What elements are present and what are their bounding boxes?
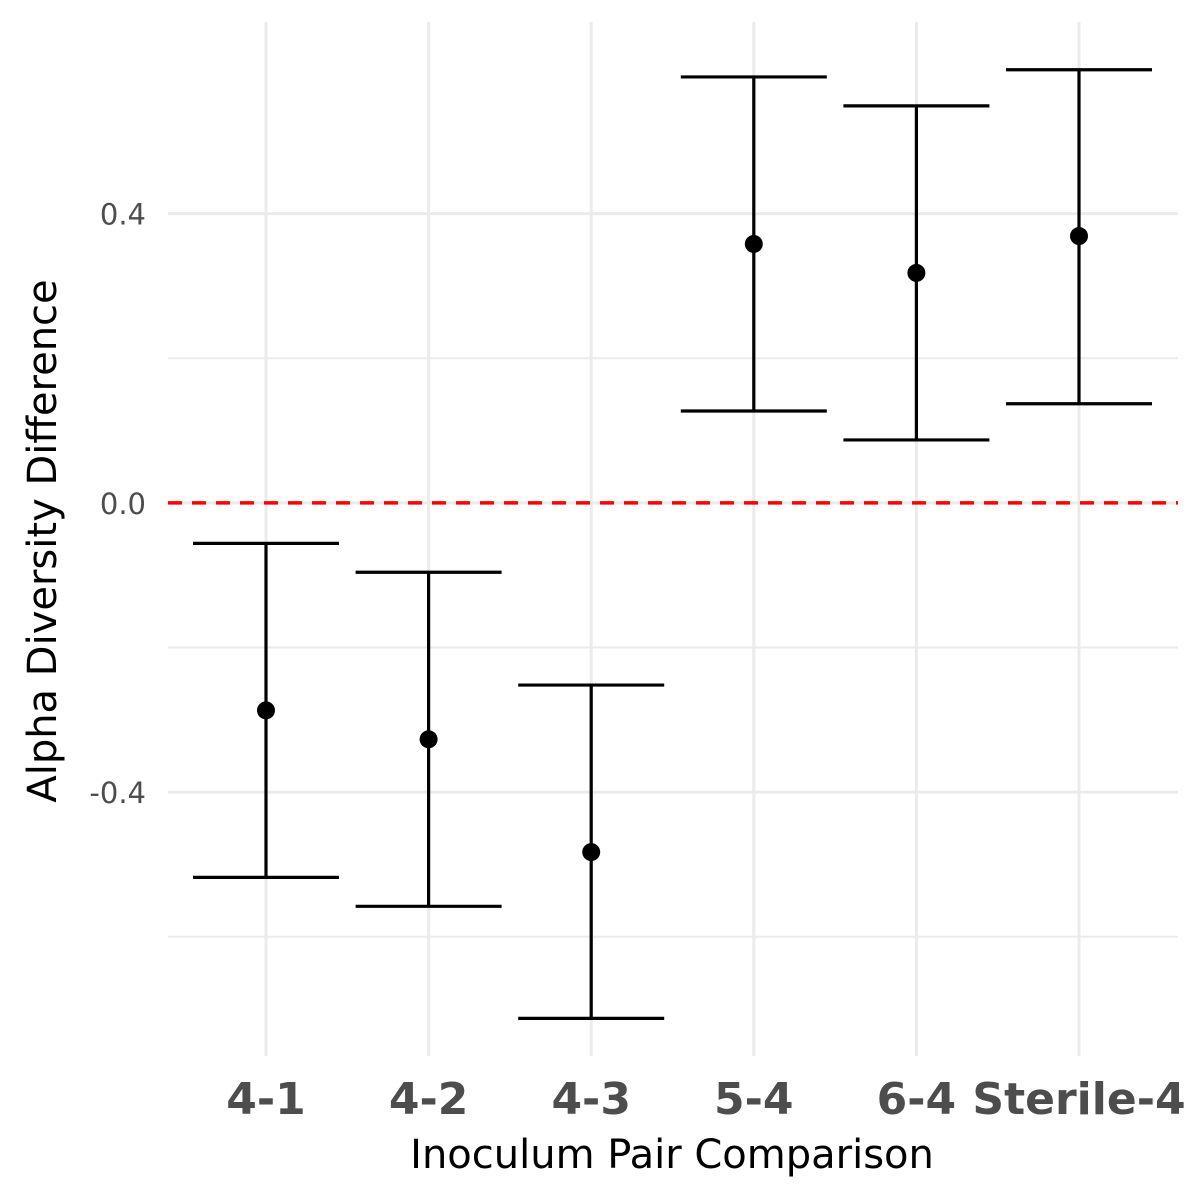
x-tick-label: 6-4: [877, 1074, 957, 1125]
x-axis-title: Inoculum Pair Comparison: [410, 1132, 934, 1178]
y-tick-label: 0.0: [100, 487, 146, 521]
estimate-point-4-1: [257, 701, 275, 720]
estimate-point-4-3: [582, 843, 601, 862]
x-axis-ticks: 4-1 4-2 4-3 5-4 6-4 Sterile-4: [226, 1074, 1185, 1125]
x-tick-label: 5-4: [714, 1074, 794, 1125]
estimate-point-6-4: [907, 263, 926, 282]
y-axis-title: Alpha Diversity Difference: [20, 279, 66, 802]
estimate-point-Sterile-4: [1070, 227, 1088, 246]
y-tick-label: -0.4: [89, 776, 146, 810]
estimate-point-4-2: [419, 730, 438, 749]
x-tick-label: 4-3: [551, 1074, 631, 1125]
error-bars: [193, 68, 1152, 1021]
y-tick-label: 0.4: [100, 198, 146, 232]
estimate-point-5-4: [744, 234, 763, 253]
estimate-points: [257, 227, 1088, 862]
x-tick-label: 4-1: [226, 1074, 306, 1125]
x-tick-label: 4-2: [389, 1074, 469, 1125]
y-axis-ticks: 0.4 0.0 -0.4: [89, 198, 146, 810]
gridlines: [168, 22, 1178, 1056]
x-tick-label: Sterile-4: [972, 1074, 1185, 1125]
